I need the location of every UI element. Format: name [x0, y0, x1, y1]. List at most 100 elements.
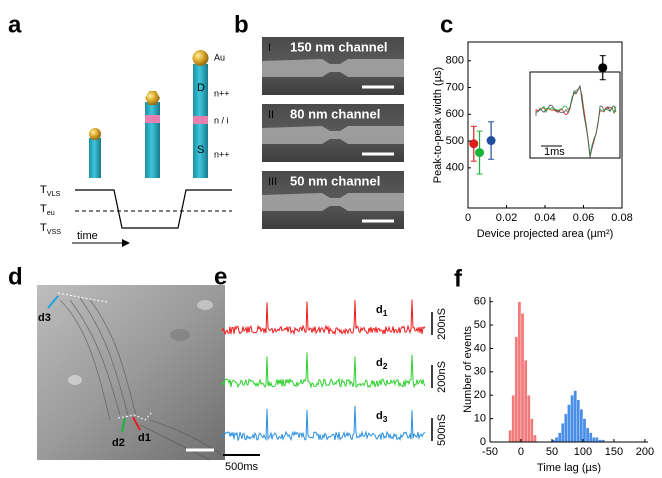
wire-label: n++ [214, 88, 230, 98]
temperature-label-sub: VLS [47, 190, 61, 198]
y-tick-label: 600 [446, 108, 464, 120]
y-tick-label: 800 [446, 55, 464, 67]
x-tick-label: 100 [574, 446, 592, 458]
recording-trace [221, 299, 426, 336]
x-axis-label: Time lag (µs) [537, 462, 601, 474]
panel-label: a [8, 11, 22, 38]
histogram-bar [564, 413, 568, 443]
scale-label: 200nS [436, 308, 448, 340]
electrode-label: d3 [38, 312, 51, 324]
y-tick-label: 500 [446, 135, 464, 147]
y-axis-label: Number of events [462, 326, 474, 413]
y-tick-label: 700 [446, 81, 464, 93]
electrode-label: d1 [138, 432, 151, 444]
sem-wire [262, 59, 404, 77]
scale-label: 200nS [436, 361, 448, 393]
y-tick-label: 400 [446, 162, 464, 174]
histogram-bar [561, 423, 565, 443]
data-point [598, 63, 608, 73]
trace-label: d1 [376, 304, 388, 318]
histogram-bar [523, 359, 528, 443]
y-tick-label: 40 [474, 342, 486, 354]
data-point [486, 136, 496, 146]
sem-caption: 80 nm channel [290, 106, 380, 121]
x-tick-label: 0 [465, 212, 471, 224]
histogram-bar [527, 395, 531, 443]
histogram-bar [533, 434, 537, 443]
histogram-bar [514, 336, 519, 443]
recording-trace [221, 405, 426, 442]
time-label: time [77, 230, 98, 242]
y-tick-label: 50 [474, 319, 486, 331]
sem-caption: 150 nm channel [290, 39, 388, 54]
temperature-label: TVSS [40, 222, 61, 236]
histogram-bar [530, 418, 534, 443]
data-point [469, 139, 479, 149]
histogram-bar [520, 313, 525, 443]
panel-label: c [440, 11, 453, 38]
temperature-label-sub: VSS [47, 228, 62, 236]
x-tick-label: -50 [482, 446, 498, 458]
y-axis-label: Peak-to-peak width (µs) [432, 67, 444, 183]
data-point [475, 148, 485, 158]
x-tick-label: 50 [546, 446, 558, 458]
histogram-bar [582, 418, 587, 443]
sem-numeral: II [268, 109, 274, 121]
y-tick-label: 30 [474, 366, 486, 378]
scale-label: 500nS [436, 414, 448, 446]
histogram-bar [576, 399, 580, 443]
histogram-bar [508, 430, 512, 443]
sem-caption: 50 nm channel [290, 173, 380, 188]
x-tick-label: 0 [518, 446, 524, 458]
temperature-label-main: T [40, 222, 47, 234]
wire-label: n / i [214, 115, 229, 125]
x-axis-label: Device projected area (µm²) [477, 228, 614, 240]
histogram-bar [579, 409, 584, 443]
x-tick-label: 200 [636, 446, 654, 458]
histogram-bar [588, 432, 593, 443]
x-tick-label: 0.02 [496, 212, 517, 224]
trace-label-sub: 2 [383, 361, 388, 371]
sem-wire [262, 126, 404, 144]
trace-label-sub: 1 [383, 308, 388, 318]
y-tick-label: 10 [474, 413, 486, 425]
wire-label: Au [214, 52, 225, 62]
temperature-label: Teu [40, 203, 55, 217]
histogram-bar [595, 437, 599, 443]
histogram-bar [585, 427, 590, 443]
recording-trace [221, 352, 426, 389]
temperature-label-main: T [40, 184, 47, 196]
y-tick-label: 0 [480, 436, 486, 448]
temperature-profile [75, 189, 232, 229]
histogram-bar [570, 395, 574, 443]
x-tick-label: 0.08 [611, 212, 632, 224]
histogram-bar [554, 437, 559, 443]
sem-wire [262, 193, 404, 211]
inset-frame [529, 71, 621, 159]
inset-scale-label: 1ms [544, 146, 565, 158]
temperature-label-main: T [40, 203, 47, 215]
temperature-label: TVLS [40, 184, 60, 198]
y-tick-label: 60 [474, 296, 486, 308]
histogram-bar [573, 390, 577, 443]
nanowire-diagram [89, 50, 209, 178]
wire-label: D [197, 82, 205, 94]
trace-label-main: d [376, 410, 383, 422]
histogram-bar [558, 432, 562, 443]
arrow-head [122, 239, 130, 247]
histogram-bar [592, 437, 596, 443]
microscope-image [37, 285, 225, 461]
panel-label: b [234, 11, 249, 38]
electrode-label: d2 [112, 437, 125, 449]
x-tick-label: 0.06 [573, 212, 594, 224]
trace-label: d3 [376, 410, 388, 424]
trace-label-main: d [376, 357, 383, 369]
sem-numeral: I [268, 42, 271, 54]
sem-numeral: III [268, 176, 277, 188]
panel-label: e [214, 263, 227, 290]
histogram-bar [511, 395, 515, 443]
time-scale-label: 500ms [225, 461, 259, 473]
trace-label: d2 [376, 357, 388, 371]
x-tick-label: 0.04 [534, 212, 555, 224]
